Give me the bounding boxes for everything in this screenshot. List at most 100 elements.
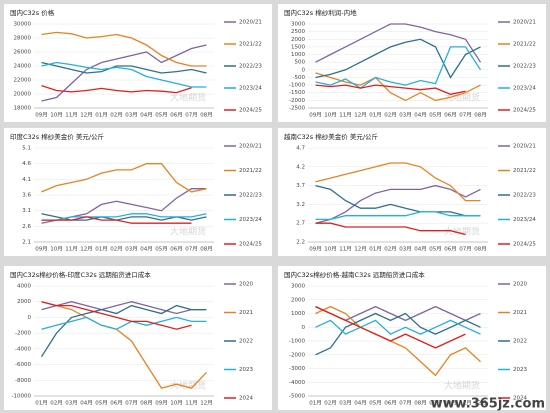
legend-label: 2024/25 [239,108,262,114]
x-tick-label: 09月 [309,112,322,119]
legend-label: 2021/22 [513,42,536,48]
series-line [41,316,207,330]
x-tick-label: 06月 [170,246,183,253]
y-tick-label: -1500 [289,90,305,96]
panel-bg [278,128,546,256]
series-line [315,319,481,335]
chart-title: 国内C32s 棉纱利润-内地 [284,8,357,17]
legend-label: 2024 [513,396,527,402]
y-tick-label: 2000 [291,37,305,43]
legend-label: 2024 [239,396,253,402]
x-tick-label: 10月 [50,246,63,253]
series-line [41,301,207,389]
x-tick-label: 05月 [155,246,168,253]
x-tick-label: 10月 [324,112,337,119]
legend-label: 2020/21 [239,20,262,26]
legend-label: 2021/22 [239,168,262,174]
legend-label: 2024/25 [513,108,536,114]
series-line [315,222,466,236]
panel-bg [4,128,272,256]
series-line [41,44,207,102]
x-tick-label: 04月 [140,246,153,253]
legend-label: 2023/24 [239,217,262,223]
series-line [41,31,207,67]
y-tick-label: 2000 [17,299,31,305]
x-tick-label: 12月 [354,112,367,119]
x-tick-label: 04月 [414,246,427,253]
y-tick-label: 26000 [14,50,32,56]
legend-label: 2023/24 [513,217,536,223]
y-tick-label: 3.2 [296,202,305,208]
series-line [40,304,207,358]
x-tick-label: 10月 [444,400,457,407]
y-tick-label: 2.6 [22,224,31,230]
legend-label: 2021 [513,310,527,316]
y-tick-label: 1500 [291,44,305,50]
series-line [41,163,207,193]
y-tick-label: 0 [28,315,32,321]
y-tick-label: 1000 [291,52,305,58]
x-tick-label: 07月 [459,112,472,119]
watermark: 大地期货 [444,92,480,104]
legend-label: 2023 [513,367,527,373]
x-tick-label: 09月 [429,400,442,407]
chart-panel: 印度C32s 棉纱美金价 美元/公斤 2.1 2.6 3.1 3.6 4.1 4.6 5.1 0… [4,128,272,256]
x-tick-label: 09月 [35,246,48,253]
x-tick-label: 07月 [399,400,412,407]
series-line [41,61,207,88]
chart-title: 越南C32s 棉纱美金价 美元/公斤 [284,132,379,141]
x-tick-label: 05月 [369,400,382,407]
y-tick-label: 3.6 [22,193,31,199]
x-tick-label: 08月 [474,246,487,253]
y-tick-label: -6000 [15,362,31,368]
series-line [315,184,481,217]
x-tick-label: 01月 [95,246,108,253]
x-tick-label: 02月 [384,112,397,119]
y-tick-label: 2.7 [296,221,305,227]
x-tick-label: 10月 [50,112,63,119]
panel-bg [4,4,272,122]
x-tick-label: 09月 [35,112,48,119]
series-line [315,38,481,79]
y-tick-label: 0 [302,325,306,331]
x-tick-label: 12月 [80,246,93,253]
x-tick-label: 05月 [155,112,168,119]
panel-bg [278,4,546,122]
y-tick-label: -2000 [289,98,305,104]
legend-label: 2022 [239,339,253,345]
y-tick-label: 24000 [14,64,32,70]
y-tick-label: 4.6 [22,161,31,167]
y-tick-label: 20000 [14,92,32,98]
y-tick-label: 2.2 [296,240,305,246]
chart-title: 国内C32s棉纱价格-印度C32s 远期船货进口成本 [10,270,151,279]
y-tick-label: -4000 [15,346,31,352]
y-tick-label: -2000 [15,331,31,337]
y-tick-label: -1000 [289,83,305,89]
watermark: 大地期货 [444,226,480,238]
series-line [41,301,207,315]
watermark: 大地期货 [170,92,206,104]
x-tick-label: 02月 [384,246,397,253]
y-tick-label: 4.1 [22,177,31,183]
y-tick-label: 5.1 [22,146,31,152]
legend-label: 2020 [239,282,253,288]
chart-panel: 国内C32s 棉纱利润-内地 -2500 -2000 -1500-1000 -500 05… [278,4,546,122]
x-tick-label: 08月 [200,112,213,119]
x-tick-label: 11月 [65,246,78,253]
x-tick-label: 03月 [65,400,78,407]
y-tick-label: 28000 [14,36,32,42]
x-tick-label: 02月 [324,400,337,407]
x-tick-label: 11月 [65,112,78,119]
y-tick-label: 2000 [291,297,305,303]
series-line [41,213,207,221]
series-line [315,306,466,349]
legend-label: 2023/24 [239,86,262,92]
y-tick-label: -10000 [12,394,32,400]
x-tick-label: 01月 [369,246,382,253]
x-tick-label: 08月 [474,112,487,119]
y-tick-label: -5000 [289,394,305,400]
x-tick-label: 12月 [354,246,367,253]
y-tick-label: 3.7 [296,183,305,189]
y-tick-label: 3000 [291,22,305,28]
